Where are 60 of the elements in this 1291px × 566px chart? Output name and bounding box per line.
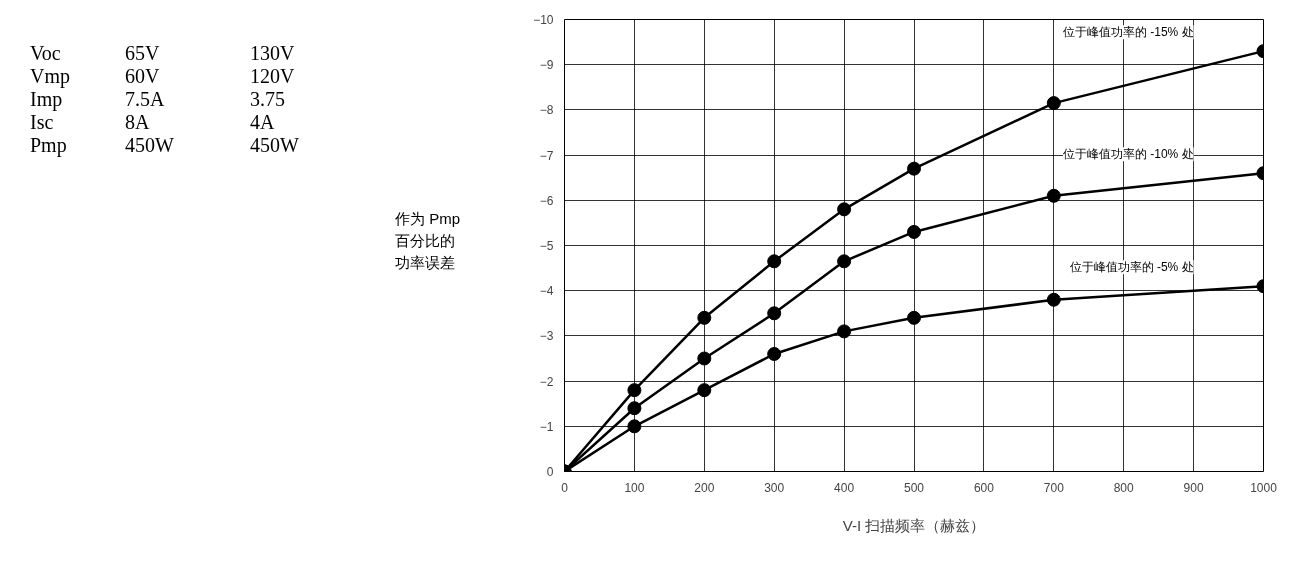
text: 450W bbox=[125, 134, 175, 157]
point bbox=[627, 401, 642, 416]
point bbox=[627, 383, 642, 398]
text: 3.75 bbox=[250, 88, 286, 111]
y-tick-label: −7 bbox=[539, 148, 554, 163]
point bbox=[837, 254, 852, 269]
point bbox=[767, 254, 782, 269]
point bbox=[837, 202, 852, 217]
x-tick-label: 800 bbox=[1113, 480, 1135, 495]
text: Voc bbox=[30, 42, 62, 65]
point bbox=[627, 419, 642, 434]
point bbox=[767, 306, 782, 321]
series-label: 位于峰值功率的 -10% 处 bbox=[1062, 147, 1194, 162]
text: 120V bbox=[250, 65, 296, 88]
text: Imp bbox=[30, 88, 64, 111]
y-tick-label: −10 bbox=[533, 13, 554, 27]
x-axis-title: V-I 扫描频率（赫兹） bbox=[842, 516, 986, 534]
text: Isc bbox=[30, 111, 55, 134]
text: 位于峰值功率的 -15% 处 bbox=[1062, 25, 1194, 40]
y-tick-label: −6 bbox=[539, 193, 554, 208]
y-tick-label: 0 bbox=[546, 465, 554, 479]
x-tick-label: 0 bbox=[561, 480, 569, 495]
point bbox=[697, 310, 712, 325]
x-tick-label: 200 bbox=[694, 480, 715, 495]
point bbox=[907, 310, 921, 325]
text: 450W bbox=[250, 134, 300, 157]
x-tick-label: 400 bbox=[834, 480, 855, 495]
point bbox=[1046, 188, 1061, 203]
y-tick-label: −5 bbox=[539, 239, 554, 253]
x-tick-label: 500 bbox=[903, 480, 925, 495]
point bbox=[907, 161, 921, 176]
y-tick-label: −8 bbox=[539, 103, 554, 118]
x-tick-label: 600 bbox=[973, 480, 995, 495]
point bbox=[1046, 292, 1061, 307]
point bbox=[907, 224, 921, 239]
text: 8A bbox=[125, 111, 151, 134]
text: 130V bbox=[250, 42, 296, 65]
point bbox=[697, 383, 712, 398]
x-tick-label: 700 bbox=[1043, 480, 1065, 495]
text: 60V bbox=[125, 65, 161, 88]
x-tick-label: 900 bbox=[1183, 480, 1204, 495]
y-tick-label: −4 bbox=[539, 284, 554, 299]
y-axis-title: 作为 Pmp百分比的功率误差 bbox=[395, 209, 461, 273]
text: 4A bbox=[250, 111, 276, 134]
y-tick-label: −9 bbox=[539, 58, 554, 73]
x-tick-label: 300 bbox=[764, 480, 785, 495]
text: Vmp bbox=[30, 65, 71, 88]
y-tick-label: −2 bbox=[539, 374, 554, 389]
x-tick-label: 1000 bbox=[1250, 480, 1278, 495]
point bbox=[697, 351, 712, 366]
point bbox=[837, 324, 852, 339]
point bbox=[767, 346, 782, 361]
y-tick-label: −3 bbox=[539, 329, 554, 344]
text: 65V bbox=[125, 42, 161, 65]
series-label: 位于峰值功率的 -5% 处 bbox=[1069, 260, 1194, 275]
x-tick-label: 100 bbox=[624, 480, 645, 495]
text: Pmp bbox=[30, 134, 68, 157]
text: 7.5A bbox=[125, 88, 166, 111]
point bbox=[1046, 96, 1061, 111]
y-tick-label: −1 bbox=[539, 419, 554, 434]
